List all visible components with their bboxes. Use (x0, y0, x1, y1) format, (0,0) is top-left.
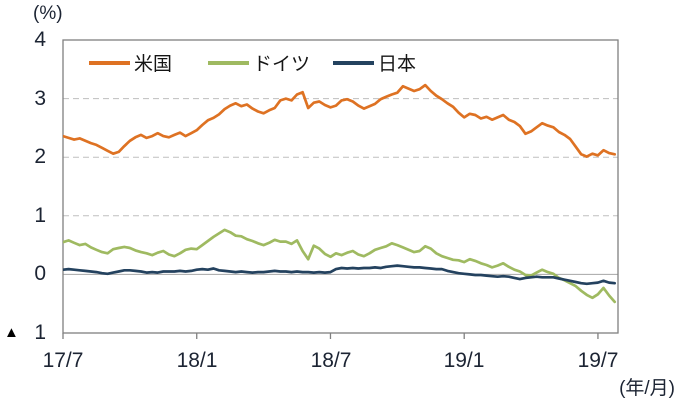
y-tick-label-3: 3 (34, 87, 46, 110)
legend-label-germany: ドイツ (253, 54, 311, 75)
x-tick-label-18-7: 18/7 (310, 349, 352, 372)
legend-label-japan: 日本 (378, 54, 417, 75)
legend-item-us: 米国 (89, 52, 173, 75)
legend-swatch-us (89, 60, 130, 65)
legend-swatch-germany (208, 60, 249, 65)
legend-item-germany: ドイツ (208, 52, 311, 75)
x-tick-label-19-1: 19/1 (443, 349, 485, 372)
series-line-米国 (63, 83, 617, 158)
x-tick-label-19-7: 19/7 (577, 349, 619, 372)
negative-triangle-marker: ▲ (4, 324, 19, 341)
series-line-日本 (63, 264, 617, 286)
x-axis-unit-label: (年/月) (619, 378, 675, 399)
series-line-ドイツ (63, 228, 617, 304)
y-tick-label-1: 1 (34, 204, 46, 227)
y-tick-label-4: 4 (34, 28, 46, 51)
y-tick-label-0: 0 (34, 262, 46, 285)
legend-item-japan: 日本 (333, 52, 417, 75)
y-tick-label-minus1: 1 (34, 321, 46, 344)
legend-label-us: 米国 (134, 54, 173, 75)
y-axis-unit-label: (%) (33, 3, 63, 24)
x-tick-label-18-1: 18/1 (176, 349, 218, 372)
x-tick-label-17-7: 17/7 (42, 349, 84, 372)
legend-swatch-japan (333, 60, 374, 65)
y-tick-label-2: 2 (34, 145, 46, 168)
